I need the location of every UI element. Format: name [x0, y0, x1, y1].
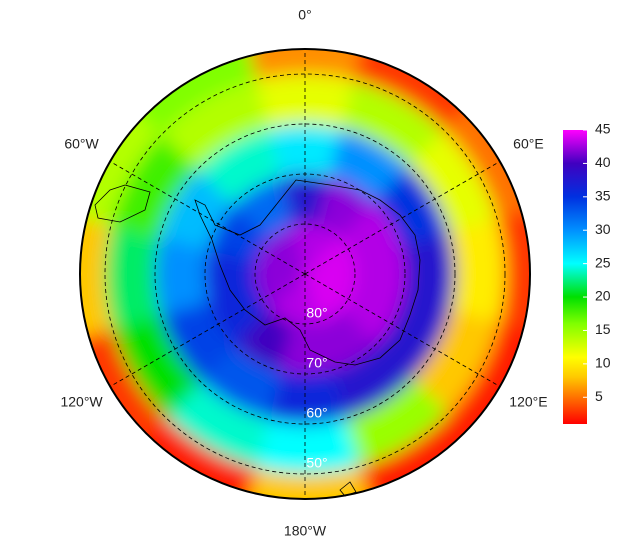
field-cell	[233, 308, 293, 372]
field-cell	[110, 130, 201, 238]
field-cell	[269, 274, 305, 323]
colorbar-tick-label: 35	[595, 188, 611, 204]
field-cell	[409, 130, 500, 238]
field-cell	[249, 418, 361, 474]
field-cell	[161, 79, 269, 170]
meridian-line	[304, 161, 501, 275]
field-cell	[317, 308, 377, 372]
field-cell	[341, 378, 449, 469]
latitude-label: 60°	[306, 405, 327, 421]
field-cell	[207, 202, 271, 262]
field-cell	[154, 232, 209, 316]
field-cell	[409, 310, 500, 418]
field-cell	[497, 203, 530, 345]
field-cell	[269, 225, 305, 274]
field-cell	[305, 238, 354, 274]
field-cell	[305, 260, 355, 288]
field-cell	[256, 274, 305, 310]
field-cell	[329, 343, 413, 420]
field-cell	[234, 49, 376, 82]
colorbar-tick-label: 5	[595, 388, 603, 404]
field-cell	[263, 370, 347, 424]
field-cell	[263, 123, 347, 178]
coastline	[94, 179, 421, 497]
colorbar-gradient	[563, 130, 587, 424]
field-cell	[317, 176, 377, 240]
field-cell	[339, 202, 403, 262]
longitude-label: 60°E	[513, 136, 544, 152]
colorbar-tick-label: 15	[595, 321, 611, 337]
latitude-label: 50°	[306, 455, 327, 471]
latitude-circle	[104, 73, 506, 475]
field-cell	[374, 166, 451, 250]
field-cell	[305, 274, 354, 310]
longitude-label: 60°W	[64, 136, 99, 152]
meridian-line	[109, 161, 306, 275]
field-cell	[339, 286, 403, 346]
field-cell	[277, 322, 333, 374]
colorbar-tick-label: 20	[595, 288, 611, 304]
graticule	[104, 49, 506, 499]
field-cell	[207, 286, 271, 346]
field-cell	[353, 246, 405, 302]
longitude-label: 120°W	[60, 394, 103, 410]
latitude-circle	[154, 123, 456, 425]
field-cell	[449, 218, 505, 330]
field-cell	[233, 176, 293, 240]
field-cell	[234, 466, 376, 499]
field-cell	[277, 174, 333, 226]
field-cell	[159, 298, 236, 382]
colorbar-tick-label: 45	[595, 121, 611, 137]
longitude-label: 120°E	[509, 394, 547, 410]
field-cell	[110, 310, 201, 418]
colorbar-tick-label: 25	[595, 254, 611, 270]
field-cell	[341, 79, 449, 170]
latitude-label: 80°	[306, 305, 327, 321]
field-cell	[255, 260, 305, 288]
meridian-line	[304, 273, 501, 387]
field-cell	[161, 378, 269, 469]
labels: 80° 70° 60° 50° 0° 60°W 60°E 120°W 120°E 180°W	[60, 7, 547, 539]
map-border	[79, 48, 531, 500]
colorbar-tick-label: 40	[595, 154, 611, 170]
meridian-line	[109, 273, 306, 387]
field-cell	[401, 232, 455, 316]
colorbar-tick-label: 30	[595, 221, 611, 237]
field-cell	[305, 225, 341, 274]
field-cell	[256, 238, 305, 274]
colorbar: 5 10 15 20 25 30 35 40 45	[563, 121, 611, 424]
colorbar-tick-label: 10	[595, 355, 611, 371]
longitude-label: 0°	[298, 7, 311, 23]
field-cell	[80, 203, 113, 345]
field-cell	[205, 246, 257, 302]
field-cell	[305, 274, 341, 323]
latitude-label: 70°	[306, 355, 327, 371]
longitude-label: 180°W	[284, 523, 327, 539]
field-cell	[197, 128, 281, 205]
field-cell	[104, 218, 161, 330]
field-cell	[249, 73, 361, 130]
